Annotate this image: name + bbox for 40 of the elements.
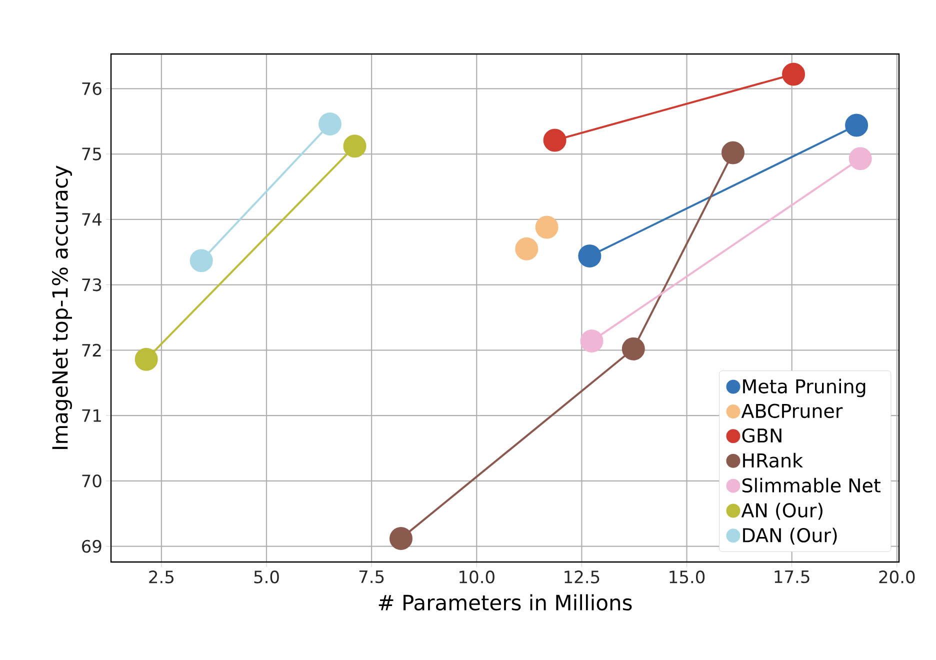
point <box>580 330 604 353</box>
point <box>543 128 566 152</box>
x-tick-label: 2.5 <box>149 570 174 584</box>
legend-label: ABCPruner <box>741 404 843 418</box>
x-tick-label: 10.0 <box>460 570 494 584</box>
point <box>578 244 602 268</box>
point <box>343 134 366 158</box>
point <box>190 249 213 272</box>
y-tick-label: 70 <box>82 474 102 488</box>
y-tick-label: 73 <box>82 278 102 292</box>
point <box>134 348 158 371</box>
point <box>389 526 412 550</box>
legend-label: DAN (Our) <box>743 528 837 545</box>
y-tick-label: 75 <box>82 148 101 160</box>
y-axis-title: ImageNet top-1% accuracy <box>52 166 72 449</box>
x-tick-label: 17.5 <box>774 570 810 584</box>
x-tick-label: 20.0 <box>879 570 915 584</box>
x-tick-label: 12.5 <box>564 570 600 584</box>
x-tick-label: 5.0 <box>254 570 279 584</box>
y-tick-label: 71 <box>82 409 101 422</box>
legend-label: HRank <box>743 452 803 468</box>
point <box>515 237 538 260</box>
legend-label: GBN <box>742 428 782 443</box>
y-tick-label: 69 <box>82 540 102 553</box>
point <box>848 147 872 170</box>
y-tick-label: 72 <box>82 344 101 356</box>
legend-label: Meta Pruning <box>743 378 866 398</box>
x-tick-label: 7.5 <box>359 570 384 584</box>
point <box>782 62 806 86</box>
point <box>535 216 558 239</box>
point <box>622 337 645 360</box>
x-tick-label: 15.0 <box>670 570 705 584</box>
point <box>318 112 342 136</box>
point <box>722 141 744 164</box>
y-tick-label: 74 <box>82 213 102 226</box>
legend-label: Slimmable Net <box>742 478 880 493</box>
y-tick-label: 76 <box>82 82 102 96</box>
legend-label: AN (Our) <box>741 502 822 520</box>
point <box>845 114 868 137</box>
x-axis-title: # Parameters in Millions <box>378 594 632 610</box>
